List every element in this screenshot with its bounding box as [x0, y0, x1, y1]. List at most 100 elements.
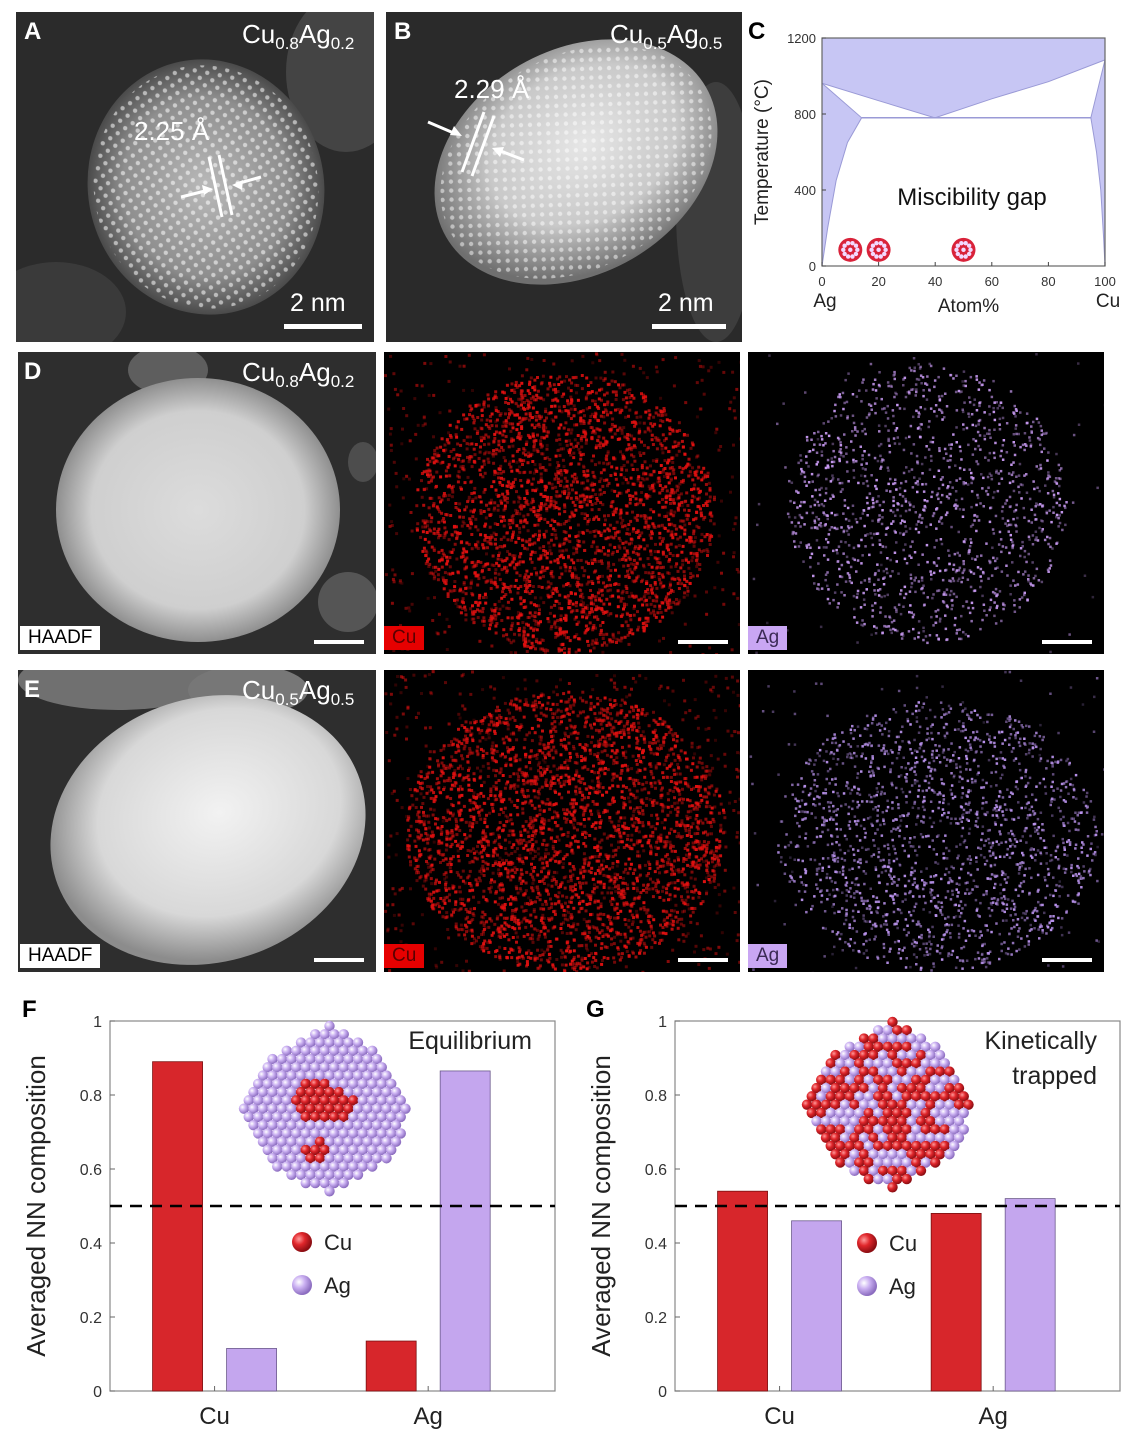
particle-atom [959, 240, 964, 246]
ag-atom [333, 1053, 345, 1065]
ag-atom [887, 1082, 898, 1094]
ag-atom [844, 1157, 855, 1168]
ag-atom [830, 1115, 841, 1127]
cu-atom [319, 1078, 330, 1090]
x-axis-label: Atom% [938, 296, 999, 317]
cu-atom [835, 1157, 846, 1168]
ag-atom [934, 1082, 946, 1094]
eds-map-cu-e [384, 670, 740, 972]
ag-atom [882, 1025, 893, 1036]
scale-bar-label-a: 2 nm [290, 289, 346, 317]
alloy-particle-marker [951, 237, 976, 262]
ag-atom [830, 1066, 841, 1077]
cu-atom [896, 1165, 908, 1176]
signal-dots [384, 670, 740, 972]
ag-atom [911, 1041, 922, 1052]
ag-atom [333, 1037, 345, 1048]
cu-atom [319, 1095, 330, 1106]
cu-atom [314, 1153, 326, 1164]
y-tick-label: 800 [794, 107, 816, 122]
haadf-image-d [18, 352, 376, 654]
annotation-equilibrium: Equilibrium [408, 1027, 532, 1055]
ag-atom [338, 1062, 349, 1073]
ag-atom [854, 1107, 865, 1119]
ag-atom [319, 1062, 330, 1073]
ag-atom [276, 1086, 288, 1098]
ag-atom [376, 1144, 387, 1156]
legend-label-cu: Cu [324, 1230, 352, 1255]
miscibility-gap-annotation: Miscibility gap [897, 184, 1046, 211]
panel-label-b: B [394, 18, 412, 45]
cu-atom [314, 1103, 326, 1114]
ag-atom [253, 1078, 264, 1090]
ag-atom [887, 1033, 898, 1044]
panel-label-g: G [586, 996, 605, 1023]
cu-atom [887, 1049, 898, 1061]
cu-atom [944, 1066, 955, 1077]
cu-atom [873, 1074, 884, 1086]
nanoparticle-model [801, 1016, 974, 1193]
ag-atom [930, 1107, 941, 1119]
cu-atom [877, 1099, 889, 1110]
ag-atom [248, 1086, 259, 1098]
ag-atom [381, 1103, 392, 1114]
bar-cu-ag [930, 1212, 982, 1392]
ag-atom [324, 1186, 335, 1197]
ag-atom [348, 1078, 359, 1090]
scale-bar-d-cu [678, 640, 728, 644]
ag-atom [362, 1070, 373, 1081]
cu-atom [811, 1082, 822, 1094]
cu-atom [920, 1074, 931, 1086]
composition-label-e: Cu0.5Ag0.5 [242, 675, 355, 709]
particle-atom [878, 254, 883, 259]
ag-atom [381, 1153, 392, 1164]
ag-atom [882, 1173, 893, 1185]
x-tick-label: 80 [1041, 274, 1055, 289]
cu-atom [901, 1058, 912, 1069]
ag-atom [386, 1144, 397, 1156]
legend-marker-cu [857, 1233, 877, 1253]
cu-atom [887, 1132, 898, 1143]
cu-atom [934, 1066, 946, 1077]
cu-atom [930, 1124, 941, 1135]
ag-atom [371, 1153, 383, 1164]
ag-atom [367, 1045, 378, 1056]
particle-atom [882, 243, 887, 248]
ag-atom [868, 1082, 879, 1094]
x-end-label-cu: Cu [1096, 291, 1120, 312]
cu-atom [849, 1099, 860, 1110]
ag-atom [367, 1144, 378, 1156]
ag-atom [324, 1169, 335, 1180]
cu-atom [939, 1140, 950, 1152]
cu-atom [896, 1082, 908, 1094]
cu-atom [877, 1165, 889, 1176]
cu-atom [892, 1025, 903, 1036]
ag-atom [849, 1149, 860, 1160]
y-tick-label: 1 [93, 1014, 102, 1031]
ag-atom [863, 1074, 874, 1086]
ag-atom [291, 1144, 302, 1156]
ag-solid-solution-region [821, 82, 863, 267]
cu-atom [930, 1157, 941, 1168]
cu-atom [338, 1095, 349, 1106]
cu-atom [892, 1124, 903, 1135]
x-tick-label: 40 [928, 274, 942, 289]
particle-atom [855, 247, 860, 253]
ag-atom [352, 1119, 364, 1131]
ag-atom [305, 1053, 316, 1065]
ag-atom [920, 1041, 931, 1052]
x-category-label: Cu [199, 1403, 230, 1430]
cu-atom [305, 1086, 316, 1098]
haadf-image-e [18, 670, 376, 972]
ag-atom [953, 1115, 965, 1127]
cu-atom [825, 1074, 836, 1086]
ag-atom [367, 1111, 378, 1123]
ag-atom [281, 1095, 292, 1106]
cu-solid-solution-region [1090, 59, 1106, 267]
cu-atom [901, 1091, 912, 1102]
cu-tag-d: Cu [384, 626, 425, 650]
particle-atom [878, 240, 883, 246]
ag-atom [868, 1099, 879, 1110]
ag-atom [868, 1149, 879, 1160]
cu-atom [911, 1058, 922, 1069]
